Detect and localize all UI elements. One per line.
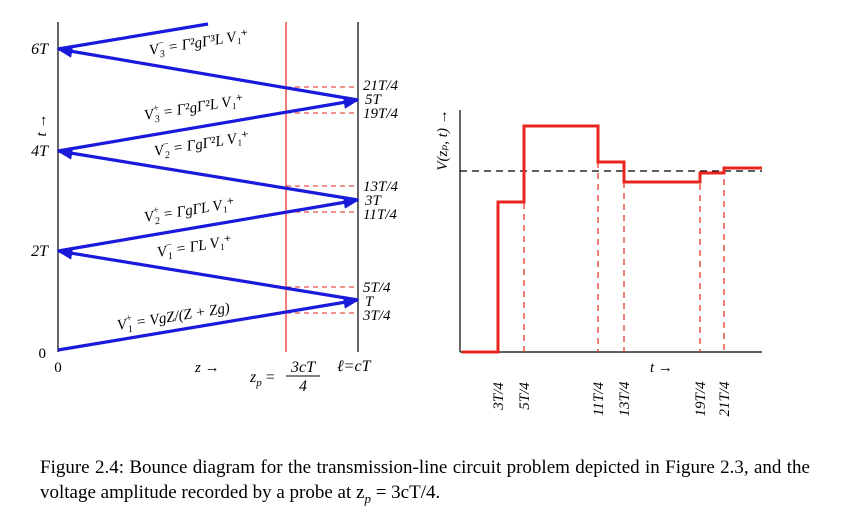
caption-text: Figure 2.4: Bounce diagram for the trans…: [40, 457, 810, 503]
wave-v3-plus: [57, 96, 360, 153]
plot-x-ticks: 3T/4 5T/4 11T/4 13T/4 19T/4 21T/4: [491, 381, 733, 417]
rlabel-5t4: 5T/4: [363, 280, 391, 296]
plot-y-label: V(zₚ, t) →: [435, 109, 451, 170]
label-4t: 4T: [31, 143, 49, 160]
probe-voltage-trace: [462, 124, 762, 354]
label-zero-bottom: 0: [54, 360, 62, 376]
wave-v1-plus: [57, 296, 360, 352]
bounce-path: [56, 22, 360, 352]
rlabel-19t4: 19T/4: [363, 106, 399, 122]
caption-tail: = 3cT/4.: [370, 482, 441, 503]
wave-v3-minus: [56, 45, 359, 102]
label-6t: 6T: [31, 41, 49, 58]
eq-v1-minus: V−1= ΓL V₁⁺: [156, 230, 234, 264]
rlabel-3t4: 3T/4: [362, 308, 391, 324]
tick-11t4: 11T/4: [591, 382, 607, 416]
wave-v1-minus: [56, 247, 359, 302]
rlabel-13t4: 13T/4: [363, 179, 399, 195]
dashed-markers: [286, 86, 358, 314]
svg-text:zp=: zp =: [249, 369, 276, 389]
rlabel-21t4: 21T/4: [363, 78, 399, 94]
caption-sub: p: [364, 490, 371, 506]
wave-v4-plus: [57, 22, 209, 51]
tick-19t4: 19T/4: [693, 381, 709, 417]
svg-text:3cT: 3cT: [290, 359, 316, 376]
tick-dashes: [497, 126, 725, 352]
z-axis-label: z →: [194, 360, 220, 376]
right-time-labels: 21T/4 5T 19T/4 13T/4 3T 11T/4 5T/4 T 3T/…: [362, 78, 399, 324]
tick-5t4: 5T/4: [517, 382, 533, 410]
figure-caption: Figure 2.4: Bounce diagram for the trans…: [40, 455, 810, 511]
svg-text:4: 4: [299, 378, 307, 395]
probe-position-label: zp = 3cT 4: [249, 359, 320, 395]
plot-t-label: t →: [650, 360, 673, 376]
rlabel-3t: 3T: [364, 193, 383, 209]
label-2t: 2T: [31, 243, 49, 260]
rlabel-11t4: 11T/4: [363, 207, 397, 223]
rlabel-5t: 5T: [365, 92, 383, 108]
line-end-label: ℓ=cT: [337, 358, 372, 375]
bounce-diagram: 6T 4T 2T 0 0 t → 21T/4 5T 19T/4 13T/4 3T…: [31, 22, 399, 395]
wave-v2-plus: [57, 196, 360, 253]
wave-v2-minus: [56, 147, 359, 202]
label-zero-left: 0: [39, 346, 47, 362]
probe-plot: V(zₚ, t) → t → 3T/4 5T/4 11T/4 13T/4 19T…: [435, 109, 762, 417]
t-axis-label: t →: [34, 114, 50, 137]
tick-21t4: 21T/4: [717, 381, 733, 417]
rlabel-t: T: [365, 294, 375, 310]
tick-3t4: 3T/4: [491, 382, 507, 411]
tick-13t4: 13T/4: [617, 381, 633, 417]
